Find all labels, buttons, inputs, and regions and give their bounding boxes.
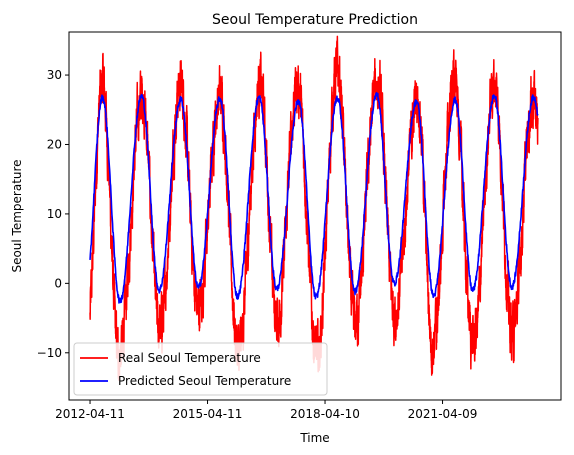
y-axis-label: Seoul Temperature <box>10 159 24 272</box>
legend-real-label: Real Seoul Temperature <box>118 351 261 365</box>
y-tick-label: 30 <box>47 68 62 82</box>
x-axis-label: Time <box>299 431 329 445</box>
y-axis: −10 0 10 20 30 <box>37 68 69 360</box>
y-tick-label: −10 <box>37 346 62 360</box>
series-layer <box>89 35 539 382</box>
x-axis: 2012-04-11 2015-04-11 2018-04-10 2021-04-09 <box>55 400 477 421</box>
legend-box <box>73 342 328 396</box>
x-tick-label: 2021-04-09 <box>408 407 478 421</box>
legend: Real Seoul Temperature Predicted Seoul T… <box>73 342 328 396</box>
y-tick-label: 0 <box>54 276 62 290</box>
y-tick-label: 20 <box>47 137 62 151</box>
legend-predicted-label: Predicted Seoul Temperature <box>118 374 291 388</box>
predicted-temperature-line <box>89 91 539 304</box>
plot-frame <box>68 31 562 401</box>
x-tick-label: 2015-04-11 <box>173 407 243 421</box>
x-tick-label: 2018-04-10 <box>290 407 360 421</box>
chart-title: Seoul Temperature Prediction <box>212 12 418 28</box>
x-tick-label: 2012-04-11 <box>55 407 125 421</box>
y-tick-label: 10 <box>47 207 62 221</box>
